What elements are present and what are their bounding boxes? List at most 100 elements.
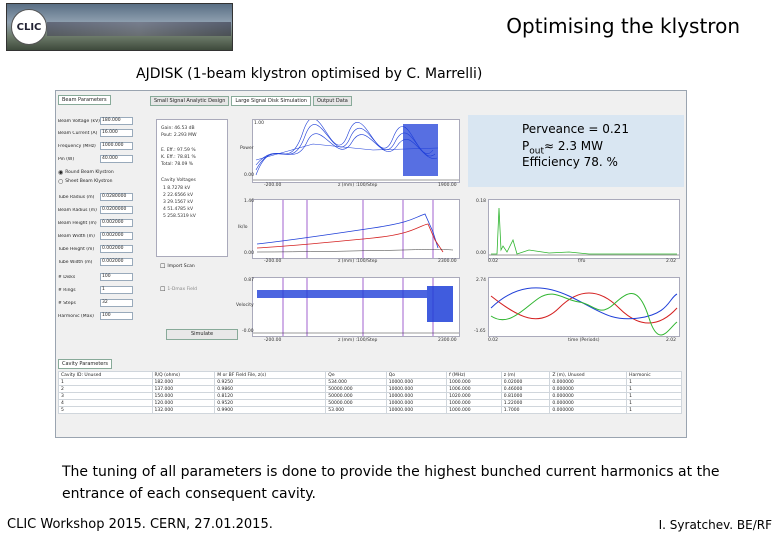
cell[interactable]: 0.000000 xyxy=(549,399,628,407)
field-label: Frequency (MHz) xyxy=(58,143,96,149)
cell[interactable]: 0.9860 xyxy=(214,385,327,393)
result-total: Total: 78.09 % xyxy=(161,162,194,167)
pin-input[interactable]: 40.000 xyxy=(100,155,133,163)
plot-spectrum-svg xyxy=(489,207,679,256)
cell[interactable]: 1000.000 xyxy=(446,406,502,414)
field-label: Beam Current (A) xyxy=(58,130,98,136)
result-gain: Gain: 46.53 dB xyxy=(161,126,195,131)
cell[interactable]: 1020.000 xyxy=(446,392,502,400)
beam-voltage-input[interactable]: 180.000 xyxy=(100,117,133,125)
col-header: M or BF Field File, z(s) xyxy=(214,371,327,379)
cell[interactable]: 0.81000 xyxy=(500,392,551,400)
cell[interactable]: 137.000 xyxy=(151,385,216,393)
tab-large-signal[interactable]: Large Signal Disk Simulation xyxy=(231,96,311,106)
cell[interactable]: 0.000000 xyxy=(549,392,628,400)
col-header: R/Q (ohms) xyxy=(151,371,216,379)
tab-beam-parameters[interactable]: Beam Parameters xyxy=(58,95,111,105)
cell[interactable]: 0.9250 xyxy=(214,378,327,386)
beam-width-input[interactable]: 0.002000 xyxy=(100,232,133,240)
field-label: Harmonic (Max) xyxy=(58,313,94,319)
cell[interactable]: 4 xyxy=(58,399,153,407)
cavity-table: Cavity ID: Unused R/Q (ohms) M or BF Fie… xyxy=(58,371,682,414)
cell[interactable]: 0.000000 xyxy=(549,385,628,393)
cell[interactable]: 1.7000 xyxy=(500,406,551,414)
field-label: # Disks xyxy=(58,274,76,280)
tube-width-input[interactable]: 0.002000 xyxy=(100,258,133,266)
simulate-button[interactable]: Simulate xyxy=(166,329,238,340)
cell[interactable]: 1000.000 xyxy=(446,378,502,386)
disks-input[interactable]: 100 xyxy=(100,273,133,281)
cell[interactable]: 50000.000 xyxy=(325,385,387,393)
cell[interactable]: 1006.000 xyxy=(446,385,502,393)
cell[interactable]: 1 xyxy=(626,406,682,414)
frequency-input[interactable]: 1000.000 xyxy=(100,142,133,150)
field-label: Beam Voltage (kV) xyxy=(58,118,100,124)
tab-cavity-parameters[interactable]: Cavity Parameters xyxy=(58,359,113,369)
import-scan-label: Import Scan xyxy=(167,264,195,269)
radio-round-icon[interactable]: ◉ xyxy=(58,168,64,176)
steps-input[interactable]: 32 xyxy=(100,299,133,307)
import-scan-checkbox[interactable]: ☐ xyxy=(160,263,166,270)
beam-radius-input[interactable]: 0.0200000 xyxy=(100,206,133,214)
cell[interactable]: 50000.000 xyxy=(325,392,387,400)
cell[interactable]: 120.000 xyxy=(151,399,216,407)
plot-velocity-svg xyxy=(253,278,459,336)
plot-current-svg xyxy=(256,200,454,258)
footer-right: I. Syratchev. BE/RF xyxy=(658,518,772,532)
tube-radius-input[interactable]: 0.0280000 xyxy=(100,193,133,201)
cell[interactable]: 10000.000 xyxy=(385,392,448,400)
harmonic-input[interactable]: 100 xyxy=(100,312,133,320)
cell[interactable]: 53.000 xyxy=(325,406,387,414)
table-row[interactable]: 1 182.000 0.9250 534.000 10000.000 1000.000 0.… xyxy=(58,378,682,386)
cell[interactable]: 1000.000 xyxy=(446,399,502,407)
field-label: Pin (W) xyxy=(58,156,75,162)
dmax-checkbox[interactable]: ☐ xyxy=(160,286,166,293)
cell[interactable]: 1 xyxy=(626,385,682,393)
cell[interactable]: 10000.000 xyxy=(385,385,448,393)
cell[interactable]: 0.9900 xyxy=(214,406,327,414)
cell[interactable]: 1 xyxy=(58,378,153,386)
col-header: f (MHz) xyxy=(446,371,502,379)
table-row[interactable]: 4 120.000 0.9520 50000.000 10000.000 1000.000… xyxy=(58,399,682,407)
cell[interactable]: 1 xyxy=(626,399,682,407)
result-e-eff: E. Eff.: 97.59 % xyxy=(161,148,196,153)
table-row[interactable]: 3 150.000 0.8120 50000.000 10000.000 1020.000… xyxy=(58,392,682,400)
beam-current-input[interactable]: 16.000 xyxy=(100,129,133,137)
cell[interactable]: 0.02000 xyxy=(500,378,551,386)
results-panel: Gain: 46.53 dB Pout: 2.293 MW E. Eff.: 9… xyxy=(156,119,228,257)
cell[interactable]: 1.22000 xyxy=(500,399,551,407)
rings-input[interactable]: 1 xyxy=(100,286,133,294)
p3-ytop: 0.87 xyxy=(244,278,255,283)
cell[interactable]: 132.000 xyxy=(151,406,216,414)
field-label: # Steps xyxy=(58,300,76,306)
pout-text: Pout≈ 2.3 MW xyxy=(522,139,603,156)
cell[interactable]: 1 xyxy=(626,378,682,386)
cell[interactable]: 150.000 xyxy=(151,392,216,400)
cell[interactable]: 0.000000 xyxy=(549,406,628,414)
cell[interactable]: 10000.000 xyxy=(385,378,448,386)
cell[interactable]: 534.000 xyxy=(325,378,387,386)
cell[interactable]: 0.9520 xyxy=(214,399,327,407)
beam-height-input[interactable]: 0.002000 xyxy=(100,219,133,227)
cell[interactable]: 0.8120 xyxy=(214,392,327,400)
efficiency-text: Efficiency 78. % xyxy=(522,155,618,169)
table-row[interactable]: 5 132.000 0.9900 53.000 10000.000 1000.000 1.7… xyxy=(58,406,682,414)
tube-height-input[interactable]: 0.002000 xyxy=(100,245,133,253)
cell[interactable]: 182.000 xyxy=(151,378,216,386)
cell[interactable]: 10000.000 xyxy=(385,406,448,414)
cell[interactable]: 1 xyxy=(626,392,682,400)
cell[interactable]: 50000.000 xyxy=(325,399,387,407)
cell[interactable]: 0.46000 xyxy=(500,385,551,393)
table-row[interactable]: 2 137.000 0.9860 50000.000 10000.000 1006.000… xyxy=(58,385,682,393)
cell[interactable]: 0.000000 xyxy=(549,378,628,386)
cell[interactable]: 10000.000 xyxy=(385,399,448,407)
tab-output-data[interactable]: Output Data xyxy=(312,96,352,106)
cell[interactable]: 2 xyxy=(58,385,153,393)
p5-xleft: 0.02 xyxy=(488,338,499,343)
cell[interactable]: 5 xyxy=(58,406,153,414)
radio-sheet-icon[interactable]: ○ xyxy=(58,177,64,185)
tab-small-signal[interactable]: Small Signal Analytic Design xyxy=(150,96,230,106)
cell[interactable]: 3 xyxy=(58,392,153,400)
footer-left: CLIC Workshop 2015. CERN, 27.01.2015. xyxy=(7,517,273,532)
field-label: Tube Radius (m) xyxy=(58,194,95,200)
